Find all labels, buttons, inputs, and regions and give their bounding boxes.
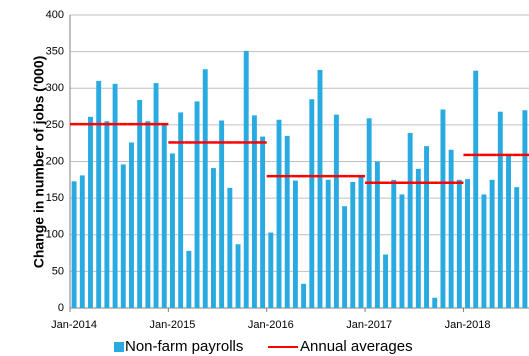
x-tick-label: Jan-2017 [346,319,392,331]
x-tick-label: Jan-2016 [248,319,294,331]
bar [137,99,143,308]
x-tick-label: Jan-2018 [445,319,491,331]
bar [317,69,323,308]
bar [145,121,151,309]
bar [456,179,462,308]
y-tick-label: 50 [52,265,64,277]
bar [489,179,495,308]
y-tick-label: 350 [46,46,64,58]
bar [219,120,225,308]
bar [112,83,118,308]
bar [243,50,249,308]
legend-swatch [114,342,124,352]
bar [465,179,470,308]
bar [407,132,413,308]
bar [153,83,159,308]
bar [251,115,257,308]
bar [284,135,290,308]
bar [268,232,274,308]
bar [415,168,421,308]
bar [522,110,528,308]
bar [276,119,282,308]
bar [292,180,298,308]
bar [194,101,200,308]
y-axis-title: Change in number of jobs ('000) [31,56,47,269]
y-tick-label: 0 [58,302,64,314]
legend-label: Annual averages [300,338,413,355]
y-tick-label: 250 [46,119,64,131]
bar [96,80,102,308]
bar [210,168,216,308]
bar [366,118,372,308]
bar [333,114,339,309]
bar [440,109,446,309]
bar [301,283,307,308]
y-tick-label: 150 [46,192,64,204]
bar [120,164,126,308]
bar [260,136,266,308]
bar [202,69,208,308]
bar [391,179,397,308]
bar [424,146,430,308]
bar [309,99,315,308]
bar [88,116,93,308]
bar [383,254,389,308]
bar [169,153,175,308]
bar [473,70,479,308]
bar [227,187,233,308]
bar [448,149,454,308]
bar [79,175,85,308]
bar [178,112,184,308]
bar [71,181,77,308]
bar [514,187,520,308]
bar [186,250,192,308]
bar [399,194,405,308]
bar [129,142,134,308]
bar [104,121,110,309]
bar [342,206,348,308]
bar [161,123,167,308]
bar [497,111,503,308]
y-tick-label: 100 [46,229,64,241]
bar [325,179,331,308]
bar [350,182,356,308]
x-tick-label: Jan-2015 [150,319,196,331]
y-tick-label: 400 [46,9,64,21]
y-tick-label: 200 [46,155,64,167]
bar [506,155,511,308]
legend-label: Non-farm payrolls [125,338,243,355]
bar [432,297,438,308]
bar [374,161,380,308]
y-tick-label: 300 [46,82,64,94]
x-tick-label: Jan-2014 [51,319,97,331]
bar [481,194,487,308]
bar [235,244,241,308]
bar [358,176,364,308]
